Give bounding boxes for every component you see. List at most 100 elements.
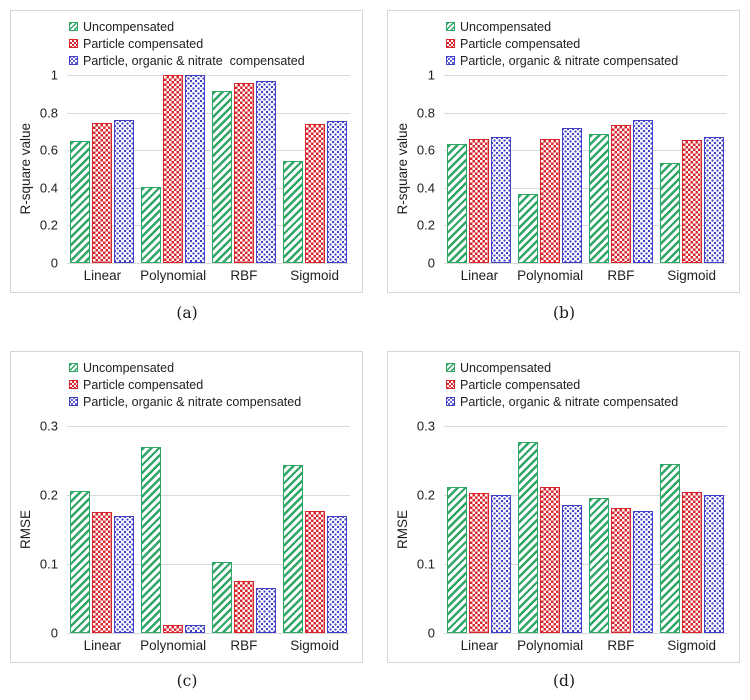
bar-polynomial-series-2 xyxy=(185,75,206,263)
gridline xyxy=(444,150,727,152)
legend-item: Uncompensated xyxy=(446,359,678,376)
x-category-label: Polynomial xyxy=(140,268,207,283)
bar-group-linear xyxy=(67,426,138,633)
legend-item: Particle compensated xyxy=(69,35,305,52)
y-tick-label: 1 xyxy=(427,67,435,83)
gridline xyxy=(67,225,350,227)
y-axis-title-c: RMSE xyxy=(16,426,34,633)
y-tick-label: 0.2 xyxy=(39,487,58,503)
x-axis-labels-b: Linear Polynomial RBF Sigmoid xyxy=(444,268,727,287)
gridline xyxy=(67,633,350,634)
y-tick-label: 0.4 xyxy=(416,180,435,196)
bar-linear-series-2 xyxy=(491,136,512,263)
bar-group-linear xyxy=(444,75,515,263)
legend-item: Particle, organic & nitrate compensated xyxy=(446,52,678,69)
chart-area-d: Uncompensated Particle compensated Particl… xyxy=(387,351,740,663)
bar-sigmoid-series-0 xyxy=(282,161,303,263)
bar-linear-series-1 xyxy=(92,122,113,263)
bar-sigmoid-series-0 xyxy=(659,162,680,263)
y-tick-label: 0.2 xyxy=(416,217,435,233)
y-tick-label: 0.3 xyxy=(416,418,435,434)
bar-groups xyxy=(67,426,350,633)
legend-item: Particle compensated xyxy=(446,376,678,393)
bar-sigmoid-series-0 xyxy=(659,463,680,633)
blue-dots-legend-swatch-icon xyxy=(446,397,455,406)
gridline xyxy=(67,494,350,496)
x-category-label: RBF xyxy=(607,638,635,653)
bar-group-sigmoid xyxy=(656,75,727,263)
legend-item: Uncompensated xyxy=(69,18,305,35)
x-category-label: Sigmoid xyxy=(290,638,340,653)
bar-rbf-series-2 xyxy=(632,510,653,633)
x-axis-labels-d: Linear Polynomial RBF Sigmoid xyxy=(444,638,727,657)
bar-groups xyxy=(444,426,727,633)
gridline xyxy=(67,263,350,264)
chart-area-b: Uncompensated Particle compensated Particl… xyxy=(387,10,740,293)
gridline xyxy=(444,225,727,227)
bar-polynomial-series-1 xyxy=(540,139,561,263)
green-diagonal-hatch-legend-swatch-icon xyxy=(446,363,455,372)
bar-polynomial-series-1 xyxy=(163,625,184,633)
y-tick-label: 1 xyxy=(50,67,58,83)
legend-label: Particle compensated xyxy=(83,377,204,392)
bar-linear-series-0 xyxy=(447,487,468,633)
x-category-label: Linear xyxy=(83,268,122,283)
chart-area-c: Uncompensated Particle compensated Particl… xyxy=(10,351,363,663)
bar-linear-series-1 xyxy=(469,492,490,633)
bar-group-polynomial xyxy=(138,426,209,633)
legend-item: Particle compensated xyxy=(446,35,678,52)
bar-linear-series-2 xyxy=(114,515,135,633)
bar-polynomial-series-0 xyxy=(141,447,162,633)
x-category-label: Sigmoid xyxy=(667,638,717,653)
x-category-label: Linear xyxy=(460,268,499,283)
red-checkerboard-legend-swatch-icon xyxy=(69,39,78,48)
blue-dots-legend-swatch-icon xyxy=(446,56,455,65)
bar-group-linear xyxy=(67,75,138,263)
legend-label: Uncompensated xyxy=(83,360,175,375)
gridline xyxy=(444,563,727,565)
gridline xyxy=(67,563,350,565)
bar-polynomial-series-1 xyxy=(163,75,184,263)
bar-polynomial-series-1 xyxy=(540,487,561,633)
y-tick-label: 0 xyxy=(50,625,58,641)
gridline xyxy=(67,75,350,76)
bar-linear-series-1 xyxy=(469,138,490,263)
chart-area-a: Uncompensated Particle compensated Particl… xyxy=(10,10,363,293)
y-axis-title-text: R-square value xyxy=(394,123,410,215)
red-checkerboard-legend-swatch-icon xyxy=(446,39,455,48)
legend-d: Uncompensated Particle compensated Particl… xyxy=(446,359,678,410)
red-checkerboard-legend-swatch-icon xyxy=(446,380,455,389)
legend-item: Uncompensated xyxy=(446,18,678,35)
x-category-label: RBF xyxy=(230,268,258,283)
x-category-label: Linear xyxy=(460,638,499,653)
bar-group-rbf xyxy=(586,426,657,633)
gridline xyxy=(444,426,727,427)
bar-group-polynomial xyxy=(515,75,586,263)
x-category-label: RBF xyxy=(230,638,258,653)
bar-linear-series-0 xyxy=(447,143,468,263)
bar-sigmoid-series-1 xyxy=(681,492,702,633)
blue-dots-legend-swatch-icon xyxy=(69,56,78,65)
y-axis-title-text: RMSE xyxy=(17,509,33,549)
x-axis-labels-a: Linear Polynomial RBF Sigmoid xyxy=(67,268,350,287)
y-tick-label: 0.4 xyxy=(39,180,58,196)
bar-group-linear xyxy=(444,426,515,633)
bar-linear-series-0 xyxy=(70,140,91,263)
bar-group-rbf xyxy=(209,75,280,263)
bar-group-rbf xyxy=(586,75,657,263)
green-diagonal-hatch-legend-swatch-icon xyxy=(69,22,78,31)
bar-rbf-series-1 xyxy=(610,125,631,263)
y-tick-label: 0.6 xyxy=(39,142,58,158)
y-tick-label: 0.3 xyxy=(39,418,58,434)
bar-groups xyxy=(67,75,350,263)
legend-label: Uncompensated xyxy=(83,19,175,34)
green-diagonal-hatch-legend-swatch-icon xyxy=(446,22,455,31)
bar-polynomial-series-0 xyxy=(518,194,539,263)
bar-sigmoid-series-2 xyxy=(326,120,347,263)
y-axis-title-a: R-square value xyxy=(16,75,34,263)
chart-panel-c: Uncompensated Particle compensated Particl… xyxy=(10,351,364,690)
legend-item: Particle, organic & nitrate compensated xyxy=(69,52,305,69)
bar-linear-series-1 xyxy=(92,511,113,633)
y-axis-title-text: RMSE xyxy=(394,509,410,549)
